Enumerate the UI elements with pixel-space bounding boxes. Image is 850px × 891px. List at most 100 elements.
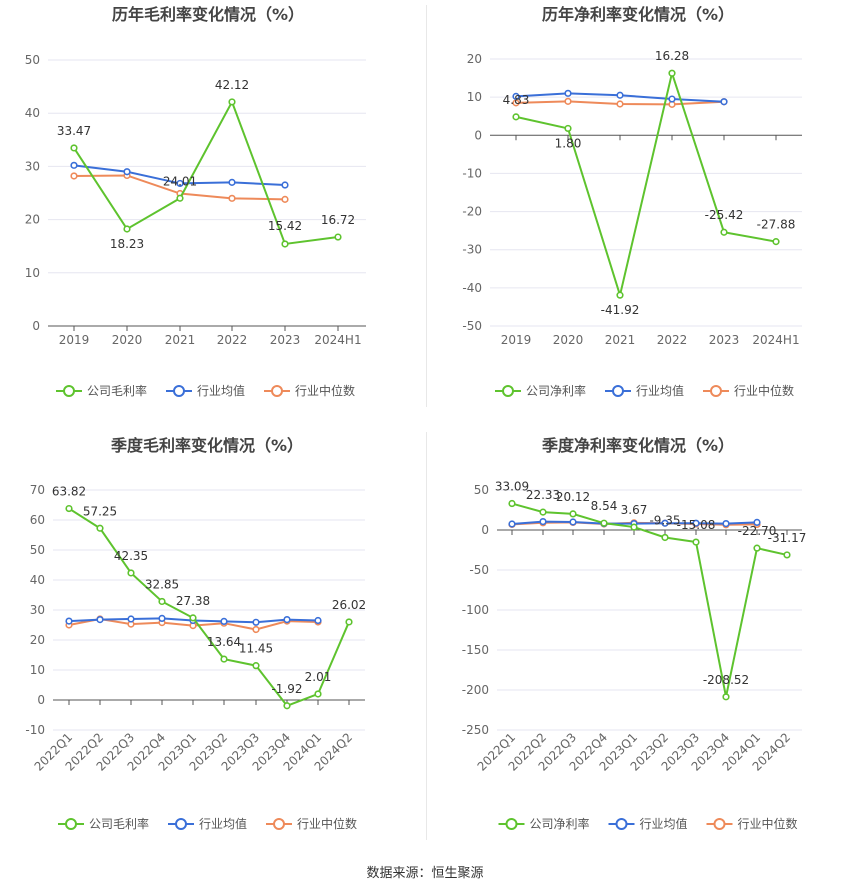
- legend-marker: [65, 818, 77, 830]
- data-label: 27.38: [176, 594, 210, 608]
- x-tick-label: 2024H1: [752, 333, 799, 347]
- vertical-divider-bottom: [426, 432, 427, 840]
- y-tick-label: 0: [37, 693, 45, 707]
- data-label: 42.35: [114, 549, 148, 563]
- y-tick-label: -250: [462, 723, 489, 737]
- data-label: 1.80: [555, 136, 582, 150]
- legend-marker: [63, 385, 75, 397]
- chart-1: 历年毛利率变化情况（%） 0 10 20 30 40 50 2019 2020 2021 2022 2…: [25, 5, 366, 398]
- legend-marker: [612, 385, 624, 397]
- y-tick-label: -20: [462, 205, 482, 219]
- data-label: -31.17: [768, 531, 807, 545]
- data-point-avg: [281, 181, 289, 189]
- chart-title: 历年毛利率变化情况（%）: [112, 5, 304, 24]
- chart-3: 季度毛利率变化情况（%）-100102030405060702022Q12022…: [25, 436, 366, 831]
- y-tick-label: 10: [467, 90, 482, 104]
- y-tick-label: -50: [469, 563, 489, 577]
- x-tick-label: 2022: [657, 333, 688, 347]
- series-line-company: [511, 502, 788, 698]
- legend-marker: [175, 818, 187, 830]
- legend-item-avg: 行业均值: [605, 383, 684, 398]
- legend-item-median: 行业中位数: [706, 816, 798, 831]
- data-source-note: 数据来源：恒生聚源: [366, 866, 484, 881]
- data-point-company: [783, 551, 791, 559]
- data-point-company: [692, 538, 700, 546]
- legend-marker: [273, 818, 285, 830]
- y-tick-label: -40: [462, 281, 482, 295]
- data-point-avg: [70, 161, 78, 169]
- y-tick-label: -100: [462, 603, 489, 617]
- y-tick-label: 60: [30, 513, 45, 527]
- data-point-median: [70, 172, 78, 180]
- chart-4: 季度净利率变化情况（%）-250-200-150-100-500502022Q1…: [462, 436, 807, 831]
- x-tick-label: 2020: [553, 333, 584, 347]
- y-tick-label: -10: [462, 166, 482, 180]
- y-tick-label: 30: [30, 603, 45, 617]
- legend-marker: [502, 385, 514, 397]
- data-point-avg: [692, 519, 700, 527]
- legend-item-company: 公司净利率: [498, 816, 590, 831]
- y-tick-label: 50: [25, 53, 40, 67]
- y-tick-label: 70: [30, 483, 45, 497]
- data-label: 4.83: [503, 93, 530, 107]
- legend-label: 公司净利率: [530, 816, 590, 831]
- chart-title: 季度毛利率变化情况（%）: [110, 436, 303, 455]
- data-point-company: [176, 194, 184, 202]
- data-point-avg: [283, 615, 291, 624]
- legend-label: 公司毛利率: [89, 816, 149, 831]
- data-label: 13.64: [207, 635, 241, 649]
- y-tick-label: 40: [30, 573, 45, 587]
- data-point-company: [668, 69, 676, 77]
- y-tick-label: 10: [30, 663, 45, 677]
- data-point-company: [334, 233, 342, 241]
- data-point-avg: [753, 518, 761, 527]
- legend-label: 行业均值: [636, 383, 684, 398]
- data-point-avg: [512, 92, 520, 100]
- data-point-avg: [220, 617, 228, 626]
- data-point-company: [569, 510, 577, 518]
- data-label: 32.85: [145, 577, 179, 591]
- chart-title: 历年净利率变化情况（%）: [542, 5, 734, 24]
- data-point-company: [127, 569, 135, 577]
- legend-item-median: 行业中位数: [703, 383, 794, 398]
- data-point-company: [220, 655, 228, 663]
- legend-label: 行业中位数: [295, 383, 355, 398]
- series-line-company: [73, 99, 339, 246]
- x-tick-label: 2019: [501, 333, 532, 347]
- data-label: 8.54: [591, 499, 618, 513]
- legend-marker: [505, 818, 518, 830]
- data-label: 33.09: [495, 480, 529, 494]
- data-point-avg: [158, 614, 166, 623]
- data-point-company: [96, 524, 104, 532]
- data-point-company: [158, 597, 166, 606]
- data-point-company: [722, 693, 730, 701]
- data-label: 3.67: [621, 503, 648, 517]
- data-point-avg: [96, 615, 104, 624]
- series-line-company: [68, 507, 350, 707]
- legend-item-avg: 行业均值: [608, 816, 688, 831]
- data-label: 18.23: [110, 237, 144, 251]
- y-tick-label: 0: [481, 523, 489, 537]
- data-point-company: [283, 702, 291, 710]
- y-tick-label: -50: [462, 319, 482, 333]
- legend-label: 行业中位数: [738, 816, 798, 831]
- data-label: 63.82: [52, 485, 86, 499]
- data-label: 24.01: [163, 174, 197, 188]
- y-tick-label: 0: [32, 319, 40, 333]
- data-label: 15.42: [268, 219, 302, 233]
- data-point-company: [314, 690, 322, 698]
- data-label: 2.01: [305, 670, 332, 684]
- data-label: -15.08: [677, 518, 716, 532]
- data-label: -208.52: [703, 673, 749, 687]
- legend-marker: [710, 385, 722, 397]
- data-point-company: [616, 291, 624, 299]
- x-tick-label: 2020: [112, 333, 143, 347]
- data-label: -22.70: [738, 524, 777, 538]
- x-tick-label: 2021: [605, 333, 636, 347]
- data-point-avg: [722, 519, 730, 528]
- data-label: 33.47: [57, 124, 91, 138]
- y-tick-label: 30: [25, 159, 40, 173]
- data-label: 20.12: [556, 490, 590, 504]
- legend-label: 行业中位数: [297, 816, 357, 831]
